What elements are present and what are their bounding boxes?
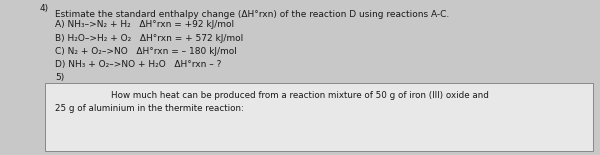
Text: Estimate the standard enthalpy change (ΔH°rxn) of the reaction D using reactions: Estimate the standard enthalpy change (Δ… <box>55 10 449 19</box>
FancyBboxPatch shape <box>45 83 593 151</box>
Text: D) NH₃ + O₂–>NO + H₂O   ΔH°rxn – ?: D) NH₃ + O₂–>NO + H₂O ΔH°rxn – ? <box>55 60 221 69</box>
Text: 5): 5) <box>55 73 64 82</box>
Text: 4): 4) <box>40 4 49 13</box>
Text: A) NH₃–>N₂ + H₂   ΔH°rxn = +92 kJ/mol: A) NH₃–>N₂ + H₂ ΔH°rxn = +92 kJ/mol <box>55 20 234 29</box>
Text: C) N₂ + O₂–>NO   ΔH°rxn = – 180 kJ/mol: C) N₂ + O₂–>NO ΔH°rxn = – 180 kJ/mol <box>55 47 237 56</box>
Text: B) H₂O–>H₂ + O₂   ΔH°rxn = + 572 kJ/mol: B) H₂O–>H₂ + O₂ ΔH°rxn = + 572 kJ/mol <box>55 34 243 43</box>
Text: How much heat can be produced from a reaction mixture of 50 g of iron (III) oxid: How much heat can be produced from a rea… <box>111 91 489 100</box>
Text: 25 g of aluminium in the thermite reaction:: 25 g of aluminium in the thermite reacti… <box>55 104 244 113</box>
